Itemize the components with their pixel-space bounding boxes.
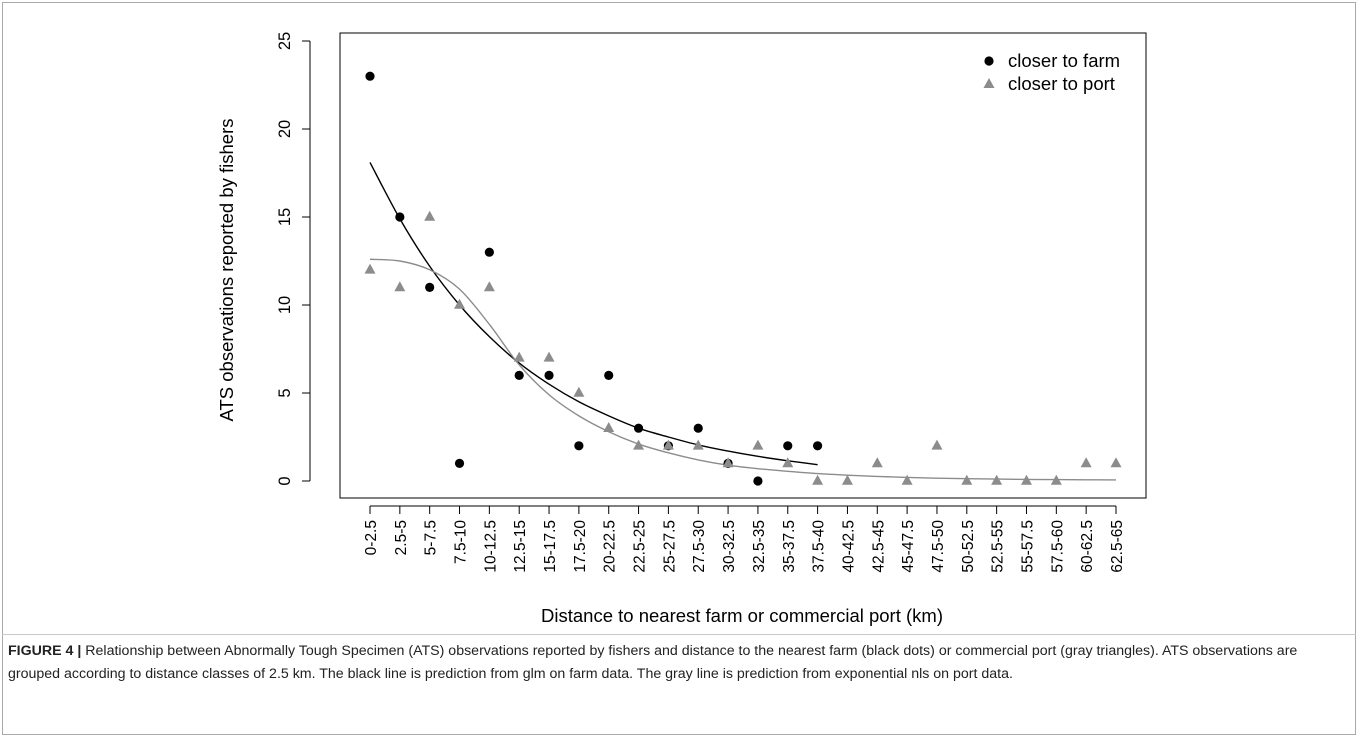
port-fit-line — [369, 258, 1117, 481]
farm-point — [425, 282, 435, 292]
x-axis: 0-2.5 2.5-5 5-7.5 7.5-10 10-12.5 12.5-15 15-17… — [363, 505, 1126, 573]
x-tick-label: 32.5-35 — [751, 520, 768, 573]
legend-label: closer to port — [1008, 73, 1115, 94]
figure-caption: FIGURE 4 | Relationship between Abnormal… — [8, 640, 1348, 686]
x-tick-label: 42.5-45 — [870, 520, 887, 573]
farm-point — [783, 441, 793, 451]
farm-point — [484, 247, 494, 257]
farm-point — [633, 423, 644, 433]
farm-point — [514, 370, 524, 380]
x-axis-label: Distance to nearest farm or commercial p… — [541, 605, 943, 626]
port-point — [692, 439, 704, 450]
y-axis-label: ATS observations reported by fishers — [216, 119, 237, 422]
legend-farm-marker — [984, 56, 994, 66]
farm-point — [813, 441, 823, 451]
x-tick-label: 12.5-15 — [512, 520, 529, 573]
plot-area-border — [339, 32, 1147, 499]
port-point — [483, 281, 495, 292]
port-point — [543, 351, 555, 362]
port-point — [901, 474, 913, 485]
port-point — [782, 457, 794, 468]
y-axis: 0 5 10 15 20 25 — [276, 32, 311, 486]
port-point — [1050, 474, 1062, 485]
farm-point — [604, 370, 614, 380]
port-point — [394, 281, 406, 292]
farm-point — [753, 476, 763, 486]
port-point — [633, 439, 645, 450]
caption-divider — [2, 634, 1356, 635]
caption-text: Relationship between Abnormally Tough Sp… — [8, 643, 1298, 682]
x-tick-label: 20-22.5 — [602, 520, 619, 573]
x-tick-label: 0-2.5 — [363, 520, 380, 555]
x-tick-label: 47.5-50 — [930, 520, 947, 573]
x-tick-label: 45-47.5 — [900, 520, 917, 573]
x-tick-label: 25-27.5 — [661, 520, 678, 573]
port-point — [1020, 474, 1032, 485]
port-point — [1110, 457, 1122, 468]
y-tick-label: 15 — [276, 208, 294, 226]
x-tick-label: 2.5-5 — [393, 520, 410, 555]
x-tick-label: 17.5-20 — [572, 520, 589, 573]
port-point — [961, 474, 973, 485]
x-tick-label: 35-37.5 — [781, 520, 798, 573]
farm-point — [454, 458, 465, 468]
port-point — [812, 474, 824, 485]
x-tick-label: 60-62.5 — [1079, 520, 1096, 573]
x-tick-label: 30-32.5 — [721, 520, 738, 573]
x-tick-label: 40-42.5 — [840, 520, 857, 573]
y-tick-label: 0 — [276, 476, 294, 485]
x-tick-label: 5-7.5 — [423, 520, 440, 555]
farm-point — [574, 441, 584, 451]
port-point — [603, 422, 615, 432]
port-point — [1080, 457, 1092, 468]
figure-number: FIGURE 4 | — [8, 643, 82, 659]
chart: 0 5 10 15 20 25 0-2.5 2.5-5 5-7.5 7.5-10 10-12.5 1… — [216, 32, 1147, 626]
x-tick-label: 50-52.5 — [960, 520, 977, 573]
port-point — [573, 386, 585, 397]
farm-point — [365, 71, 375, 81]
y-tick-label: 5 — [276, 388, 294, 397]
port-point — [424, 210, 436, 221]
port-point — [931, 439, 943, 450]
legend-port-marker — [983, 78, 995, 88]
x-tick-label: 37.5-40 — [811, 520, 828, 573]
legend-label: closer to farm — [1008, 50, 1120, 71]
x-tick-label: 55-57.5 — [1019, 520, 1036, 573]
y-tick-label: 25 — [276, 32, 294, 50]
x-tick-label: 22.5-25 — [632, 520, 649, 573]
farm-point — [395, 212, 405, 222]
port-point — [871, 457, 883, 468]
port-point — [513, 351, 525, 362]
farm-point — [693, 423, 703, 433]
port-point — [364, 263, 376, 274]
y-tick-label: 20 — [276, 120, 294, 138]
x-tick-label: 57.5-60 — [1049, 520, 1066, 573]
port-point — [841, 474, 853, 485]
x-tick-label: 7.5-10 — [453, 520, 470, 564]
farm-point — [544, 370, 554, 380]
x-tick-label: 52.5-55 — [990, 520, 1007, 573]
farm-fit-line — [369, 162, 818, 466]
data-points — [364, 71, 1122, 486]
fit-lines — [369, 162, 1117, 481]
y-tick-label: 10 — [276, 296, 294, 314]
port-point — [752, 439, 764, 450]
port-point — [991, 474, 1003, 485]
port-point — [722, 457, 734, 468]
x-tick-label: 10-12.5 — [482, 520, 499, 573]
x-tick-label: 27.5-30 — [691, 520, 708, 573]
x-tick-label: 15-17.5 — [542, 520, 559, 573]
port-point — [662, 439, 674, 450]
x-tick-label: 62.5-65 — [1109, 520, 1126, 573]
port-point — [454, 298, 466, 309]
